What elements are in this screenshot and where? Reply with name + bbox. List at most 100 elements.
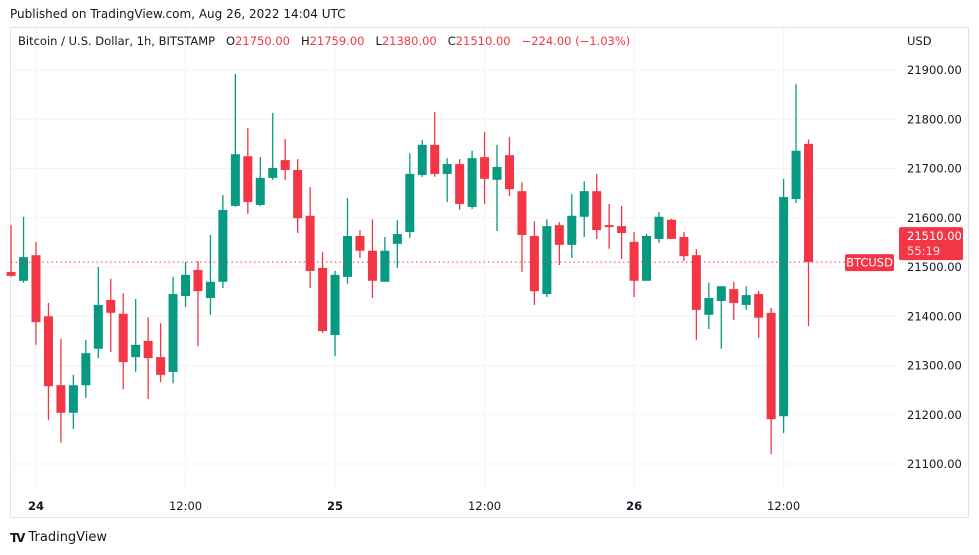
candle-up <box>230 73 240 207</box>
candle-down <box>243 128 253 214</box>
tradingview-brand: TradingView <box>28 530 108 545</box>
candle-up <box>81 339 91 399</box>
low-label: L <box>375 34 382 48</box>
price-axis-currency: USD <box>907 34 932 48</box>
candle-body <box>654 216 664 239</box>
candle-up <box>442 158 452 202</box>
candle-body <box>804 143 814 263</box>
candle-body <box>405 173 415 233</box>
candle-down <box>367 219 377 299</box>
candle-body <box>268 168 278 178</box>
candle-body <box>355 235 365 251</box>
candle-body <box>517 191 527 235</box>
candle-down <box>118 293 128 390</box>
candle-down <box>629 232 639 298</box>
candle-down <box>554 222 564 266</box>
candle-down <box>43 302 53 421</box>
candle-body <box>504 155 514 190</box>
candle-down <box>31 241 41 345</box>
candle-body <box>529 235 539 292</box>
candle-up <box>704 282 714 330</box>
x-tick-label: 26 <box>626 499 642 513</box>
candle-body <box>293 169 303 219</box>
candle-down <box>455 159 465 210</box>
bar-countdown: 55:19 <box>907 244 940 258</box>
candle-down <box>529 221 539 305</box>
candle-body <box>143 340 153 359</box>
candle-body <box>554 225 564 245</box>
candle-up <box>492 144 502 232</box>
candle-body <box>168 294 178 372</box>
candle-body <box>592 191 602 231</box>
candle-up <box>343 198 352 284</box>
candle-body <box>6 271 16 276</box>
y-tick-label: 21800.00 <box>907 112 962 126</box>
candle-down <box>156 323 166 383</box>
candle-down <box>430 111 440 177</box>
open-label: O <box>226 34 236 48</box>
candle-body <box>691 255 701 310</box>
candle-down <box>355 230 365 259</box>
close-label: C <box>447 34 456 48</box>
y-tick-label: 21400.00 <box>907 309 962 323</box>
candle-body <box>455 164 465 204</box>
candle-body <box>181 274 191 297</box>
candle-body <box>617 226 627 234</box>
candle-body <box>542 226 552 295</box>
candle-up <box>642 234 652 281</box>
high-value: 21759.00 <box>309 34 365 48</box>
x-tick-label: 12:00 <box>468 499 501 513</box>
y-tick-label: 21700.00 <box>907 162 962 176</box>
candle-down <box>617 205 627 260</box>
candle-up <box>205 234 215 315</box>
candle-up <box>380 236 390 282</box>
x-tick-label: 25 <box>327 499 343 513</box>
candle-body <box>255 177 265 205</box>
candle-body <box>156 357 166 375</box>
candle-body <box>330 274 340 335</box>
y-tick-label: 21500.00 <box>907 260 962 274</box>
y-tick-label: 21100.00 <box>907 457 962 471</box>
candle-down <box>480 132 490 204</box>
candle-up <box>567 194 577 259</box>
candle-body <box>305 215 315 271</box>
candle-body <box>741 295 751 305</box>
candle-body <box>754 294 764 318</box>
candle-up <box>417 139 427 177</box>
last-price-label: 21510.00 <box>907 229 962 243</box>
candle-body <box>430 144 440 174</box>
candle-body <box>442 164 452 174</box>
candle-down <box>280 138 290 180</box>
candle-down <box>106 278 116 353</box>
symbol-title[interactable]: Bitcoin / U.S. Dollar, 1h, BITSTAMP <box>18 34 216 48</box>
candle-down <box>729 281 739 321</box>
candle-body <box>243 156 253 202</box>
tradingview-logo[interactable]: TV TradingView <box>10 530 107 545</box>
x-tick-label: 12:00 <box>767 499 800 513</box>
change-value: −224.00 (−1.03%) <box>521 34 631 48</box>
candle-up <box>392 220 402 268</box>
candle-body <box>205 281 215 299</box>
candle-down <box>143 317 153 399</box>
published-caption: Published on TradingView.com, Aug 26, 20… <box>10 7 346 21</box>
candle-up <box>330 270 340 357</box>
candle-down <box>766 307 776 455</box>
candle-body <box>93 304 103 349</box>
last-price-box <box>899 227 963 261</box>
candle-up <box>218 195 228 289</box>
candle-body <box>31 255 41 323</box>
candle-body <box>666 219 676 239</box>
y-tick-label: 21300.00 <box>907 359 962 373</box>
candle-up <box>255 157 265 206</box>
candle-up <box>716 286 726 349</box>
candle-up <box>779 178 789 433</box>
candle-body <box>193 269 203 292</box>
candle-up <box>131 299 141 372</box>
tradingview-logo-icon: TV <box>10 530 26 545</box>
candle-body <box>579 191 589 217</box>
candle-up <box>741 286 751 310</box>
candle-up <box>467 150 477 209</box>
candle-body <box>43 316 53 387</box>
